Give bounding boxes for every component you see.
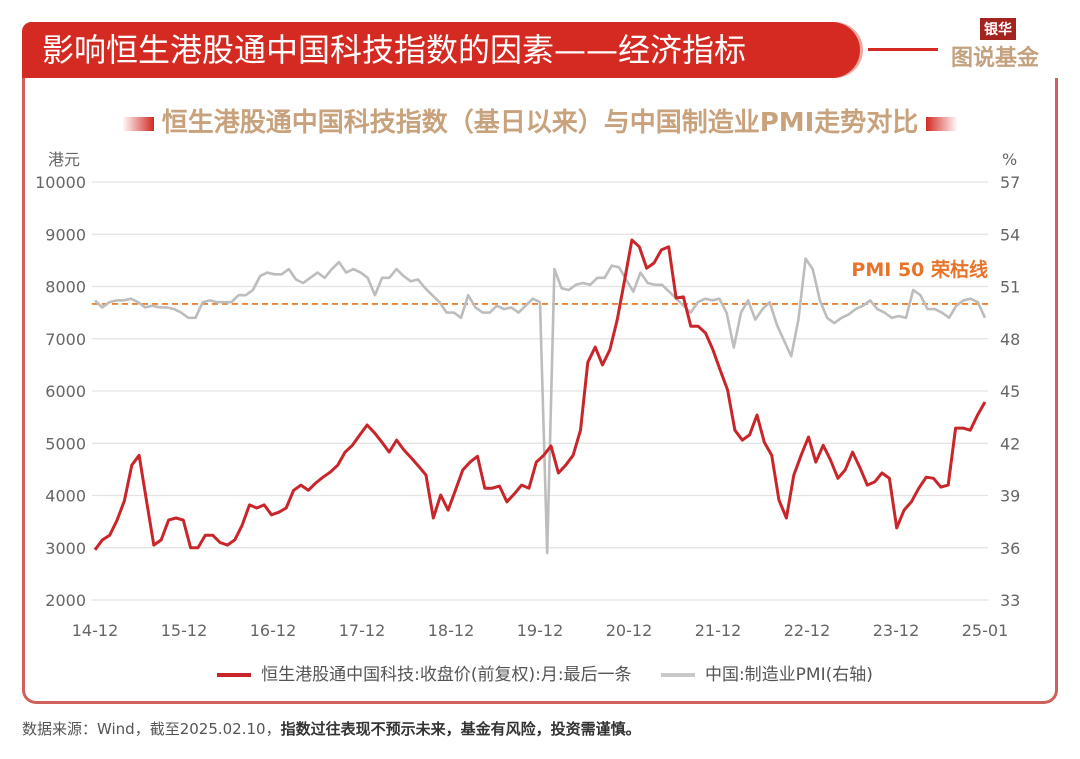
footer-disclaimer: 指数过往表现不预示未来，基金有风险，投资需谨慎。 [280,720,641,738]
y2-tick-label: 54 [1000,225,1020,244]
legend-swatch-index [217,673,252,677]
y2-tick-label: 57 [1000,173,1020,192]
chart-frame [22,78,1058,704]
x-tick-label: 17-12 [339,621,386,640]
x-tick-label: 22-12 [784,621,831,640]
y2-axis-label: % [1002,150,1017,169]
legend: 恒生港股通中国科技:收盘价(前复权):月:最后一条 中国:制造业PMI(右轴) [0,660,1080,685]
y2-tick-label: 33 [1000,591,1020,610]
y-axis-label: 港元 [48,150,80,169]
x-tick-label: 20-12 [606,621,653,640]
y-tick-label: 10000 [35,173,86,192]
y2-tick-label: 45 [1000,382,1020,401]
y2-tick-label: 42 [1000,434,1020,453]
chart-title-text: 恒生港股通中国科技指数（基日以来）与中国制造业PMI走势对比 [161,108,919,138]
legend-label-pmi: 中国:制造业PMI(右轴) [704,665,873,685]
y2-tick-label: 39 [1000,487,1020,506]
y-tick-label: 3000 [45,539,86,558]
y-tick-label: 2000 [45,591,86,610]
title-decoration-line [868,48,938,51]
footer-source: 数据来源：Wind，截至2025.02.10， [22,720,281,738]
logo-bottom-text: 图说基金 [951,46,1040,71]
logo-top-text: 银华 [980,18,1016,40]
legend-label-index: 恒生港股通中国科技:收盘价(前复权):月:最后一条 [261,665,632,685]
y2-tick-label: 48 [1000,330,1020,349]
x-tick-label: 14-12 [72,621,119,640]
y-tick-label: 6000 [45,382,86,401]
x-tick-label: 18-12 [428,621,475,640]
y-tick-label: 4000 [45,487,86,506]
x-tick-label: 23-12 [873,621,920,640]
logo: 银华 图说基金 [945,16,1060,76]
pmi-50-annotation: PMI 50 荣枯线 [851,258,988,281]
x-tick-label: 21-12 [695,621,742,640]
y-tick-label: 8000 [45,278,86,297]
pmi-series-line [94,257,987,555]
page-title: 影响恒生港股通中国科技指数的因素——经济指标 [22,22,860,78]
y2-tick-label: 51 [1000,278,1020,297]
y-tick-label: 7000 [45,330,86,349]
x-tick-label: 19-12 [517,621,564,640]
chart-title: 恒生港股通中国科技指数（基日以来）与中国制造业PMI走势对比 [0,102,1080,139]
y-tick-label: 9000 [45,225,86,244]
y-tick-label: 5000 [45,434,86,453]
x-tick-label: 16-12 [250,621,297,640]
y2-tick-label: 36 [1000,539,1020,558]
x-tick-label: 25-01 [962,621,1009,640]
footer: 数据来源：Wind，截至2025.02.10，指数过往表现不预示未来，基金有风险… [22,718,641,739]
x-tick-label: 15-12 [161,621,208,640]
index-series-line [93,238,987,551]
legend-swatch-pmi [660,673,695,677]
